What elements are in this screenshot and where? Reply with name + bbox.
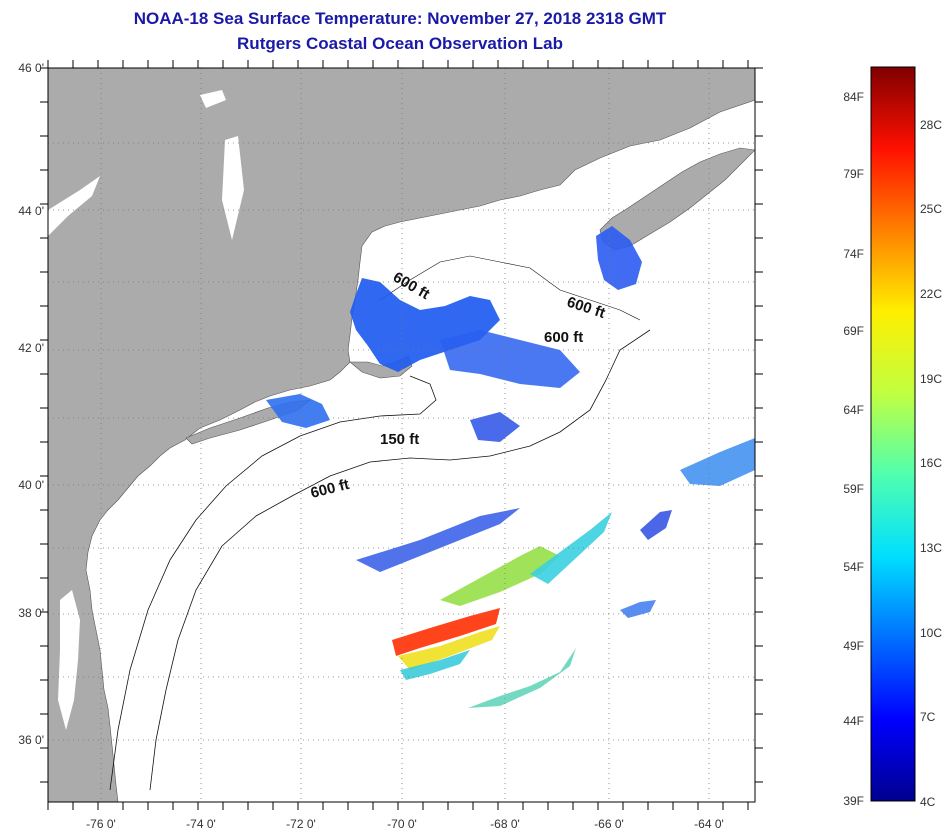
lat-label: 38 0'	[18, 606, 44, 620]
colorbar-c-label: 10C	[920, 626, 942, 640]
sst-patch-cold-gom	[350, 278, 500, 372]
lat-label: 36 0'	[18, 733, 44, 747]
lake	[200, 90, 226, 108]
lon-label: -76 0'	[86, 817, 116, 831]
colorbar-c-label: 19C	[920, 372, 942, 386]
contour-label: 150 ft	[380, 431, 419, 448]
colorbar-f-label: 39F	[843, 794, 864, 808]
lon-label: -66 0'	[594, 817, 624, 831]
chesapeake-bay	[58, 590, 80, 730]
colorbar-f-label: 49F	[843, 639, 864, 653]
sst-patch-cold-bank	[440, 330, 580, 388]
lon-label: -74 0'	[186, 817, 216, 831]
colorbar-c-label: 7C	[920, 710, 936, 724]
lon-label: -64 0'	[694, 817, 724, 831]
lat-label: 42 0'	[18, 341, 44, 355]
sst-patch-east-warm	[680, 438, 755, 486]
colorbar-c-label: 4C	[920, 795, 936, 809]
colorbar-c-label: 16C	[920, 456, 942, 470]
colorbar-c-label: 13C	[920, 541, 942, 555]
map-frame	[47, 67, 756, 803]
map-title: NOAA-18 Sea Surface Temperature: Novembe…	[133, 9, 667, 28]
colorbar-f-label: 69F	[843, 324, 864, 338]
colorbar-f-label: 44F	[843, 714, 864, 728]
colorbar-c-label: 28C	[920, 118, 942, 132]
contour-150ft	[109, 375, 437, 791]
lat-label: 46 0'	[18, 61, 44, 75]
sst-patch-mid	[620, 600, 656, 618]
colorbar-c-label: 22C	[920, 287, 942, 301]
sst-patch-ne	[640, 510, 672, 540]
lake	[48, 176, 100, 236]
colorbar-c-label: 25C	[920, 202, 942, 216]
lon-label: -70 0'	[387, 817, 417, 831]
sst-patch-gulfstream-cyan	[400, 650, 470, 680]
colorbar	[870, 66, 916, 802]
lat-label: 44 0'	[18, 204, 44, 218]
lake	[222, 136, 244, 240]
sst-patch-gulfstream-red	[392, 608, 500, 656]
contour-600ft	[149, 329, 651, 791]
sst-patch-stripe-green	[440, 546, 560, 606]
colorbar-f-label: 59F	[843, 482, 864, 496]
contour-gom	[379, 255, 641, 321]
sst-patches	[266, 226, 755, 708]
sst-patch-gulfstream-yellow	[398, 626, 500, 670]
lon-label: -72 0'	[286, 817, 316, 831]
colorbar-f-label: 64F	[843, 403, 864, 417]
axis-ticks	[40, 60, 763, 810]
map-subtitle: Rutgers Coastal Ocean Observation Lab	[237, 34, 563, 53]
sst-patch-stripe-blue	[356, 508, 520, 572]
colorbar-f-label: 74F	[843, 247, 864, 261]
colorbar-f-label: 79F	[843, 167, 864, 181]
colorbar-f-label: 54F	[843, 560, 864, 574]
sst-patch-south	[468, 648, 576, 708]
colorbar-f-label: 84F	[843, 90, 864, 104]
land-mainland	[48, 68, 755, 802]
delaware-bay	[92, 548, 116, 590]
sst-patch-scatter	[470, 412, 520, 442]
contour-label: 600 ft	[544, 329, 583, 346]
sst-patch-li	[266, 394, 330, 428]
lon-label: -68 0'	[490, 817, 520, 831]
sst-patch-stripe-cyan	[530, 512, 612, 584]
lat-label: 40 0'	[18, 478, 44, 492]
sst-patch-cold-east	[596, 226, 642, 290]
